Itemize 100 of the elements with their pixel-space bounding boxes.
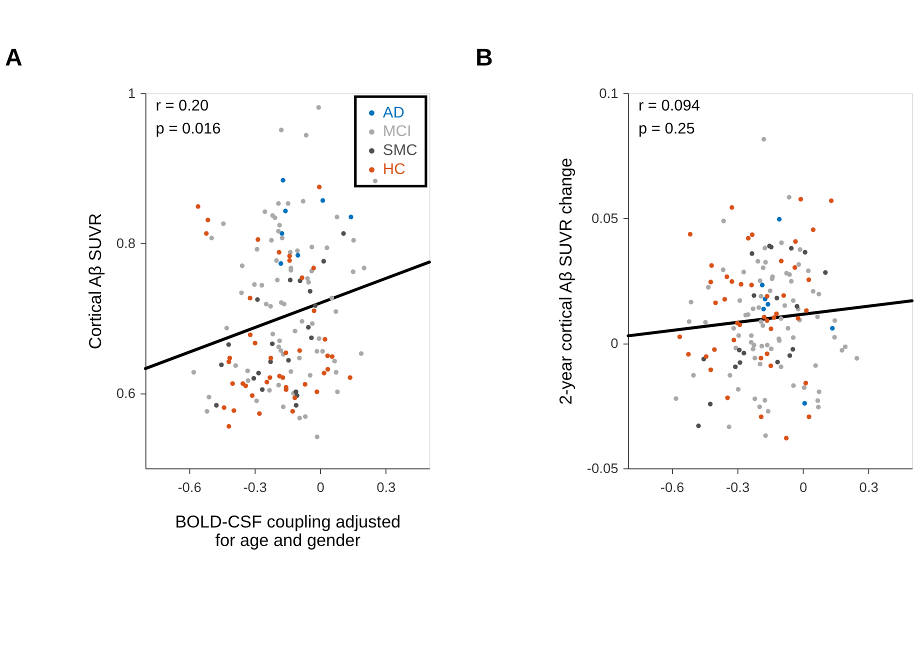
point <box>724 274 730 280</box>
point <box>283 208 288 214</box>
point <box>294 402 298 408</box>
point <box>758 414 764 420</box>
y-tick-label: 0.1 <box>599 86 618 101</box>
point <box>708 280 714 284</box>
point <box>314 389 320 394</box>
point <box>287 258 292 263</box>
point <box>206 218 210 222</box>
point <box>348 375 352 380</box>
point <box>772 315 776 320</box>
point <box>708 367 714 372</box>
point <box>749 282 754 288</box>
point <box>766 302 770 307</box>
x-tick-label: -0.3 <box>726 480 750 496</box>
point <box>316 184 322 190</box>
point <box>287 254 292 258</box>
annotation: p = 0.016 <box>156 120 221 138</box>
point <box>292 395 298 400</box>
point <box>686 352 691 357</box>
point <box>325 353 330 358</box>
point <box>792 265 798 270</box>
point <box>248 296 252 300</box>
point <box>276 250 282 255</box>
point <box>286 358 291 363</box>
x-tick-label: -0.3 <box>243 480 268 496</box>
point <box>320 198 326 203</box>
point <box>248 332 253 338</box>
point <box>294 389 298 394</box>
point <box>794 304 800 309</box>
point <box>268 356 274 360</box>
point <box>709 263 714 268</box>
point <box>810 227 816 232</box>
y-tick-label: 0.8 <box>116 236 136 252</box>
point <box>270 341 275 346</box>
x-tick-label: -0.6 <box>178 480 202 496</box>
point <box>803 380 808 386</box>
legend-label: AD <box>382 104 404 122</box>
point <box>196 204 200 209</box>
point <box>348 214 354 220</box>
chart-title: B <box>475 44 493 72</box>
point <box>788 246 794 251</box>
point <box>713 300 718 306</box>
point <box>730 279 734 284</box>
point <box>302 382 308 387</box>
point <box>226 342 231 347</box>
point <box>802 400 808 406</box>
point <box>722 296 728 302</box>
point <box>790 346 796 352</box>
point <box>226 424 232 429</box>
point <box>264 380 270 384</box>
point <box>226 359 232 364</box>
point <box>219 362 224 368</box>
legend-label: MCI <box>382 123 412 140</box>
point <box>325 366 330 372</box>
point <box>222 405 226 410</box>
point <box>732 338 736 342</box>
point <box>214 402 219 408</box>
point <box>787 353 792 358</box>
point <box>708 402 713 406</box>
point <box>768 326 774 332</box>
point <box>793 239 798 244</box>
point <box>278 261 284 266</box>
legend-label: HC <box>382 161 406 178</box>
point <box>306 324 311 330</box>
point <box>260 387 265 392</box>
point <box>806 414 812 420</box>
point <box>677 334 682 340</box>
point <box>232 408 236 413</box>
point <box>330 354 335 359</box>
point <box>802 250 808 255</box>
point <box>775 360 780 364</box>
point <box>243 383 248 388</box>
point <box>322 370 326 376</box>
point <box>804 308 809 313</box>
point <box>830 326 835 331</box>
point <box>256 237 260 242</box>
point <box>255 297 260 302</box>
point <box>778 258 784 264</box>
y-axis-title: Cortical Aβ SUVR <box>84 213 105 350</box>
x-tick-label: 0.3 <box>376 480 396 496</box>
point <box>252 340 258 346</box>
point <box>737 322 742 328</box>
point <box>257 411 262 416</box>
y-tick-label: 0.6 <box>116 386 136 402</box>
point <box>823 270 828 275</box>
x-tick-label: 0.3 <box>859 480 879 496</box>
point <box>828 198 834 204</box>
point <box>750 232 755 238</box>
point <box>322 336 328 342</box>
point <box>341 231 346 236</box>
point <box>761 306 766 312</box>
point <box>321 258 326 264</box>
x-axis-title: BOLD-CSF coupling adjusted for age and gender <box>175 511 401 550</box>
y-axis-title: 2-year cortical Aβ SUVR change <box>555 158 576 405</box>
x-tick-label: 0 <box>800 480 808 496</box>
point <box>736 348 742 352</box>
x-tick-label: -0.6 <box>660 480 684 496</box>
point <box>280 375 286 380</box>
point <box>742 350 746 356</box>
